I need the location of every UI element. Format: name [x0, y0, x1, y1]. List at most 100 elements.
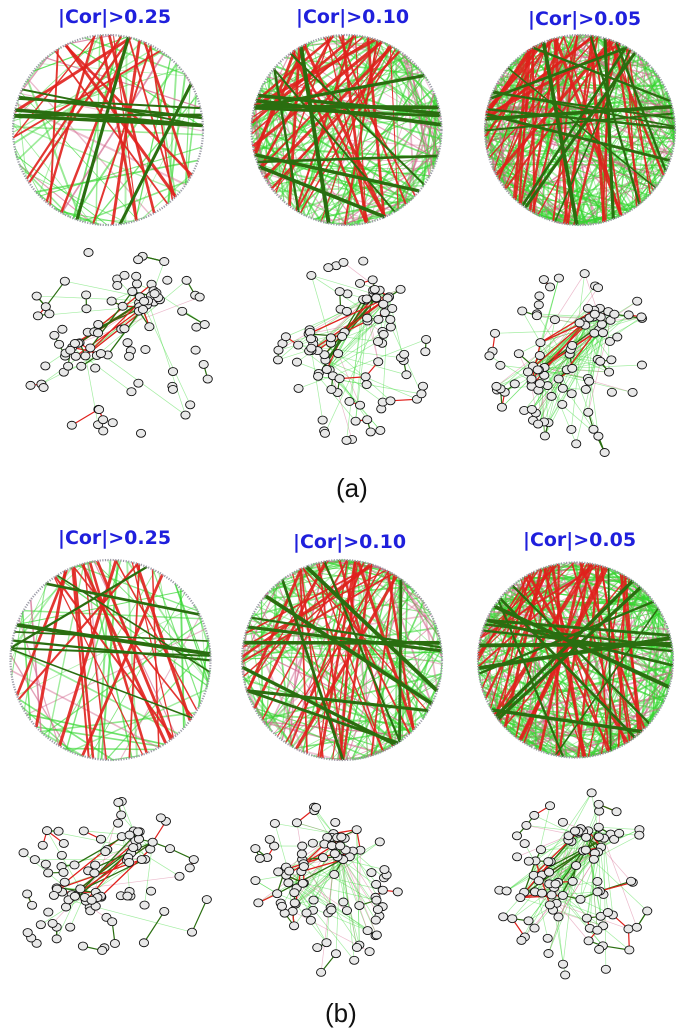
edge [292, 859, 344, 912]
edges [12, 34, 204, 226]
edge [298, 46, 331, 224]
edge [317, 376, 356, 422]
edge [366, 298, 379, 362]
gene-node [534, 379, 545, 388]
edge [494, 714, 543, 753]
gene-node [642, 906, 653, 916]
edge [396, 98, 437, 211]
edge [53, 577, 144, 755]
edge [638, 606, 658, 734]
gene-node [188, 855, 199, 864]
gene-node [90, 363, 101, 373]
gene-node [354, 901, 365, 911]
gene-node [580, 845, 591, 855]
gene-node [379, 308, 390, 318]
edge [251, 616, 442, 649]
gene-node [296, 849, 307, 859]
gene-node [65, 345, 76, 355]
gene-node [89, 868, 100, 878]
gene-node [122, 338, 133, 348]
gene-node [190, 345, 201, 355]
edges [241, 559, 443, 761]
edge [351, 601, 425, 760]
edge [246, 689, 399, 745]
gene-node [609, 834, 620, 844]
gene-node [362, 415, 373, 425]
gene-node [29, 855, 40, 865]
edge [247, 625, 442, 652]
edge [21, 170, 128, 224]
edge [534, 830, 589, 893]
gene-node [293, 340, 304, 350]
gene-ring [250, 33, 443, 227]
edge [60, 52, 165, 214]
edge [175, 583, 210, 678]
gene-node [54, 339, 65, 349]
gene-node [49, 330, 60, 340]
gene-node [319, 428, 331, 438]
node-graph-b1 [18, 797, 212, 955]
gene-node [162, 275, 173, 285]
gene-node [109, 939, 120, 948]
gene-node [395, 284, 406, 294]
gene-node [535, 845, 547, 855]
edge [10, 648, 179, 735]
gene-node [40, 859, 51, 869]
gene-node [305, 334, 317, 344]
edge [64, 280, 141, 298]
gene-node [318, 853, 329, 863]
edge [594, 564, 610, 752]
edge [496, 586, 642, 721]
edges [10, 559, 211, 761]
edge [566, 314, 629, 370]
edge [478, 636, 671, 671]
gene-node [81, 290, 92, 300]
edge [257, 93, 441, 116]
edge [499, 597, 636, 739]
edge [520, 881, 573, 898]
gene-node [272, 889, 283, 899]
gene-node [526, 404, 537, 414]
gene-node [164, 844, 176, 854]
edge [358, 711, 428, 760]
gene-node [387, 304, 398, 313]
gene-node [385, 322, 396, 332]
gene-node [133, 378, 144, 388]
edge [439, 132, 443, 145]
gene-node [149, 289, 160, 299]
edge [531, 325, 586, 410]
gene-node [491, 381, 502, 391]
edge [537, 364, 642, 371]
gene-ring [483, 33, 677, 227]
gene-node [378, 329, 389, 339]
edge [296, 822, 334, 834]
gene-node [546, 890, 557, 900]
gene-node [537, 888, 548, 898]
edge [325, 359, 383, 403]
edge [12, 123, 181, 193]
edge [72, 566, 95, 759]
edge [580, 830, 589, 900]
edge [19, 164, 94, 225]
gene-node [321, 938, 332, 948]
edge [339, 560, 357, 761]
gene-node [593, 799, 604, 809]
edge [16, 623, 211, 656]
edge [141, 172, 194, 220]
edge [45, 57, 201, 109]
edge [519, 39, 552, 205]
gene-node [140, 345, 151, 354]
edge [28, 36, 132, 184]
edge [486, 618, 670, 637]
edge [485, 117, 497, 174]
gene-node [574, 318, 585, 328]
edge [635, 68, 653, 208]
gene-node [199, 320, 210, 329]
gene-node [32, 311, 43, 321]
gene-node [377, 885, 388, 895]
gene-node [69, 891, 80, 901]
gene-node [597, 328, 609, 338]
gene-node [606, 387, 617, 397]
edge [511, 584, 651, 725]
gene-node [185, 400, 196, 410]
